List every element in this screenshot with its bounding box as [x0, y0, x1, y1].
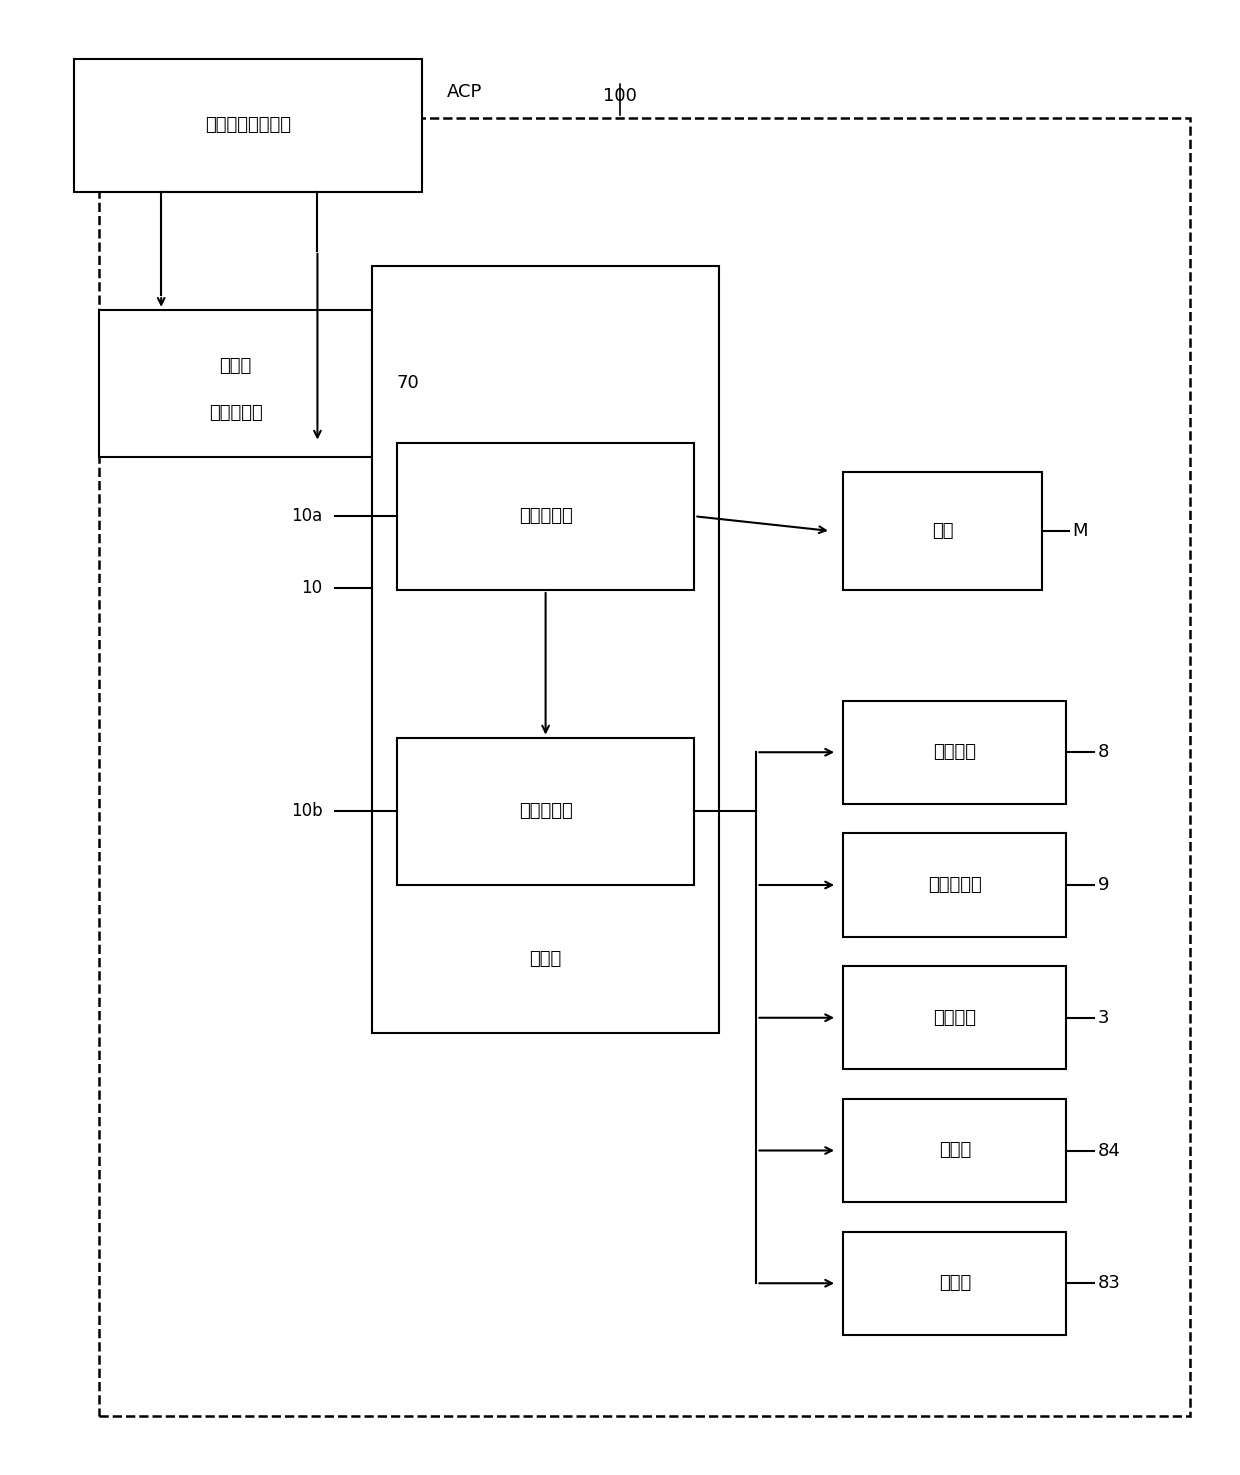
Text: 10b: 10b	[290, 802, 322, 820]
Bar	[99, 118, 1190, 1416]
Text: 83: 83	[1097, 1274, 1120, 1292]
Bar	[99, 310, 372, 457]
Text: 电机: 电机	[931, 522, 954, 540]
Text: 70: 70	[397, 375, 419, 392]
Bar	[843, 966, 1066, 1069]
Text: 10: 10	[301, 578, 322, 597]
Text: ACP: ACP	[446, 83, 482, 102]
Text: 3: 3	[1097, 1009, 1109, 1027]
Text: 通信部: 通信部	[939, 1142, 971, 1159]
Text: M: M	[1073, 522, 1089, 540]
Bar	[397, 738, 694, 885]
Text: 加热器: 加热器	[219, 357, 252, 375]
Bar	[843, 1232, 1066, 1335]
Bar	[843, 833, 1066, 937]
Bar	[397, 442, 694, 590]
Text: 100: 100	[603, 87, 637, 105]
Text: 8: 8	[1097, 743, 1109, 761]
Bar	[843, 1099, 1066, 1202]
Bar	[74, 59, 422, 192]
Text: 主控制部: 主控制部	[934, 743, 976, 761]
Bar	[843, 472, 1042, 590]
Text: 操作面板: 操作面板	[934, 1009, 976, 1027]
Bar	[372, 266, 719, 1032]
Text: 电源部: 电源部	[529, 950, 562, 968]
Text: 交流电源（市电）: 交流电源（市电）	[205, 117, 291, 134]
Text: （定影部）: （定影部）	[208, 404, 263, 422]
Text: 存储部: 存储部	[939, 1274, 971, 1292]
Text: 9: 9	[1097, 876, 1109, 894]
Text: 引擎控制部: 引擎控制部	[928, 876, 982, 894]
Text: 10a: 10a	[291, 507, 322, 525]
Bar	[843, 701, 1066, 804]
Text: 二次电源部: 二次电源部	[518, 802, 573, 820]
Text: 84: 84	[1097, 1142, 1120, 1159]
Text: 一次电源部: 一次电源部	[518, 507, 573, 525]
